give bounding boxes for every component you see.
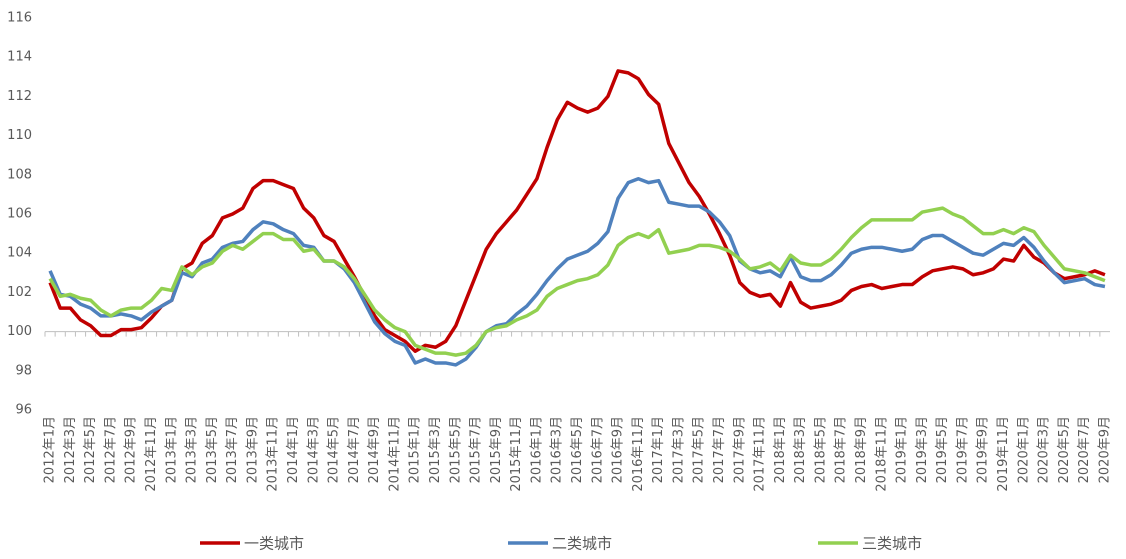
series-line <box>48 176 1106 367</box>
x-tick-label: 2017年5月 <box>692 416 707 483</box>
y-tick-label: 112 <box>7 89 32 104</box>
y-tick-label: 104 <box>7 246 32 261</box>
x-tick-label: 2016年7月 <box>590 416 605 483</box>
x-tick-label: 2013年5月 <box>205 416 220 483</box>
y-tick-label: 100 <box>7 324 32 339</box>
x-tick-label: 2016年9月 <box>611 416 626 483</box>
x-tick-label: 2020年1月 <box>1016 416 1031 483</box>
x-tick-label: 2016年11月 <box>631 416 646 492</box>
x-tick-label: 2019年1月 <box>895 416 910 483</box>
x-tick-label: 2018年9月 <box>854 416 869 483</box>
y-tick-label: 110 <box>7 128 32 143</box>
x-tick-label: 2020年3月 <box>1037 416 1052 483</box>
x-tick-label: 2014年9月 <box>367 416 382 483</box>
x-tick-label: 2014年3月 <box>306 416 321 483</box>
legend-label: 三类城市 <box>862 535 922 553</box>
x-tick-label: 2015年9月 <box>489 416 504 483</box>
y-tick-label: 114 <box>7 50 32 65</box>
x-tick-label: 2018年5月 <box>813 416 828 483</box>
x-tick-label: 2014年1月 <box>286 416 301 483</box>
x-tick-label: 2018年11月 <box>874 416 889 492</box>
legend-label: 二类城市 <box>552 535 612 553</box>
x-tick-label: 2019年11月 <box>996 416 1011 492</box>
x-tick-label: 2012年3月 <box>63 416 78 483</box>
x-tick-label: 2014年7月 <box>347 416 362 483</box>
series-line <box>48 69 1106 353</box>
x-tick-label: 2017年7月 <box>712 416 727 483</box>
x-tick-label: 2015年1月 <box>408 416 423 483</box>
y-tick-label: 106 <box>7 207 32 222</box>
y-tick-label: 96 <box>15 403 32 418</box>
x-tick-label: 2012年1月 <box>43 416 58 483</box>
x-tick-label: 2016年3月 <box>550 416 565 483</box>
x-tick-label: 2020年7月 <box>1077 416 1092 483</box>
x-tick-label: 2014年5月 <box>327 416 342 483</box>
x-tick-label: 2012年7月 <box>103 416 118 483</box>
x-tick-label: 2015年5月 <box>448 416 463 483</box>
x-tick-label: 2019年3月 <box>915 416 930 483</box>
x-tick-label: 2018年1月 <box>773 416 788 483</box>
x-tick-label: 2012年9月 <box>124 416 139 483</box>
x-tick-label: 2017年9月 <box>732 416 747 483</box>
x-tick-label: 2017年11月 <box>753 416 768 492</box>
y-tick-label: 98 <box>15 363 32 378</box>
y-tick-label: 102 <box>7 285 32 300</box>
x-tick-label: 2015年7月 <box>469 416 484 483</box>
x-tick-label: 2015年11月 <box>509 416 524 492</box>
x-tick-label: 2017年3月 <box>671 416 686 483</box>
x-tick-label: 2019年7月 <box>955 416 970 483</box>
x-tick-label: 2014年11月 <box>387 416 402 492</box>
series-line <box>48 206 1106 357</box>
x-tick-label: 2012年5月 <box>83 416 98 483</box>
y-tick-label: 108 <box>7 167 32 182</box>
x-tick-label: 2013年11月 <box>266 416 281 492</box>
x-tick-label: 2013年9月 <box>245 416 260 483</box>
x-tick-label: 2013年1月 <box>164 416 179 483</box>
x-tick-label: 2015年3月 <box>428 416 443 483</box>
x-tick-label: 2018年7月 <box>834 416 849 483</box>
x-tick-label: 2020年9月 <box>1097 416 1112 483</box>
x-tick-label: 2016年5月 <box>570 416 585 483</box>
x-tick-label: 2012年11月 <box>144 416 159 492</box>
x-tick-label: 2019年5月 <box>935 416 950 483</box>
legend-label: 一类城市 <box>244 535 304 553</box>
x-tick-label: 2018年3月 <box>793 416 808 483</box>
x-tick-label: 2016年1月 <box>529 416 544 483</box>
x-tick-label: 2017年1月 <box>651 416 666 483</box>
x-tick-label: 2013年3月 <box>185 416 200 483</box>
x-tick-label: 2019年9月 <box>976 416 991 483</box>
y-tick-label: 116 <box>7 11 32 26</box>
x-tick-label: 2013年7月 <box>225 416 240 483</box>
x-tick-label: 2020年5月 <box>1057 416 1072 483</box>
